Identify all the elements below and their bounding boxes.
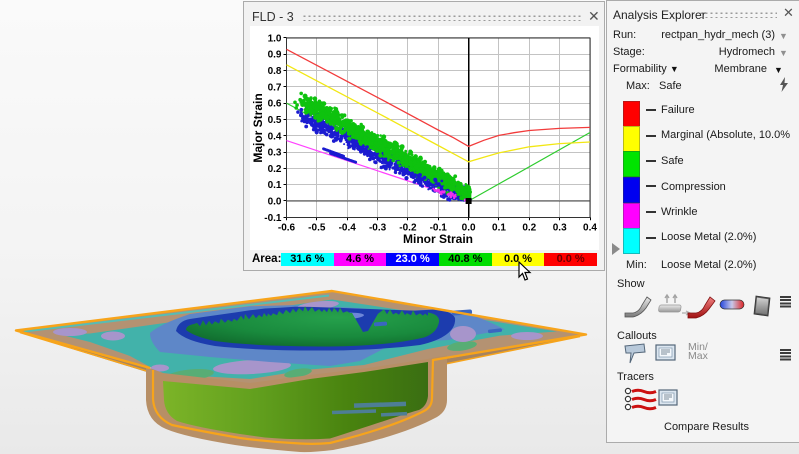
- svg-text:0.2: 0.2: [522, 222, 536, 233]
- svg-text:0.1: 0.1: [492, 222, 506, 233]
- svg-text:Major Strain: Major Strain: [251, 93, 265, 162]
- svg-text:-0.1: -0.1: [264, 213, 282, 224]
- svg-text:0.7: 0.7: [268, 82, 282, 93]
- svg-text:0.2: 0.2: [268, 164, 282, 175]
- svg-text:0.3: 0.3: [553, 222, 567, 233]
- svg-text:0.0: 0.0: [268, 197, 282, 208]
- svg-text:-0.6: -0.6: [278, 222, 296, 233]
- svg-text:0.8: 0.8: [268, 66, 282, 77]
- svg-text:-0.4: -0.4: [339, 222, 357, 233]
- svg-text:Minor Strain: Minor Strain: [403, 232, 473, 246]
- svg-text:-0.2: -0.2: [399, 222, 417, 233]
- svg-text:-0.3: -0.3: [369, 222, 387, 233]
- svg-text:1.0: 1.0: [268, 33, 282, 44]
- svg-text:0.9: 0.9: [268, 50, 282, 61]
- svg-text:-0.1: -0.1: [430, 222, 448, 233]
- svg-text:0.1: 0.1: [268, 180, 282, 191]
- svg-text:0.4: 0.4: [583, 222, 597, 233]
- svg-text:0.4: 0.4: [268, 131, 282, 142]
- svg-text:-0.5: -0.5: [308, 222, 326, 233]
- svg-text:0.6: 0.6: [268, 99, 282, 110]
- svg-text:0.3: 0.3: [268, 148, 282, 159]
- svg-text:0.5: 0.5: [268, 115, 282, 126]
- svg-text:0.0: 0.0: [462, 222, 476, 233]
